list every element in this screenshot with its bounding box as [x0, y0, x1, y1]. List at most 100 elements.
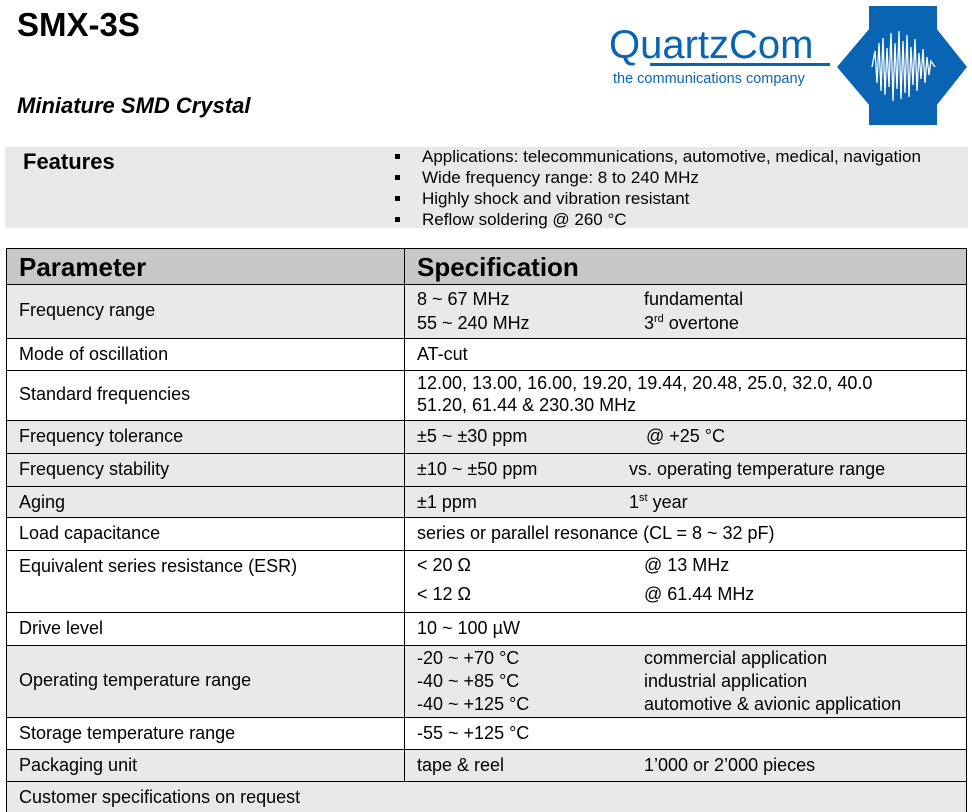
svg-text:the communications company: the communications company — [613, 71, 806, 87]
table-row: Standard frequencies 12.00, 13.00, 16.00,… — [6, 370, 967, 421]
spec-condition: vs. operating temperature range — [629, 459, 886, 479]
spec-line: series or parallel resonance (CL = 8 ~ 3… — [417, 522, 966, 545]
spec-condition: @ 13 MHz — [644, 555, 730, 575]
spec-value: ±1 ppm — [417, 492, 477, 512]
table-row: Aging ±1 ppm 1st year — [6, 486, 967, 518]
specification-cell: 10 ~ 100 µW — [404, 612, 967, 646]
feature-text: Wide frequency range: 8 to 240 MHz — [422, 168, 699, 187]
table-footer-row: Customer specifications on request — [6, 781, 967, 812]
table-row: Frequency tolerance ±5 ~ ±30 ppm @ +25 °C — [6, 420, 967, 454]
specification-cell: -55 ~ +125 °C — [404, 717, 967, 750]
specification-cell: AT-cut — [404, 338, 967, 371]
spec-value: -20 ~ +70 °C — [417, 648, 520, 668]
spec-value: 12.00, 13.00, 16.00, 19.20, 19.44, 20.48… — [417, 373, 873, 393]
parameter-cell: Mode of oscillation — [6, 338, 405, 371]
parameter-cell: Frequency range — [6, 284, 405, 339]
features-list: Applications: telecommunications, automo… — [395, 147, 921, 231]
spec-line: AT-cut — [417, 343, 966, 366]
spec-line: ±10 ~ ±50 ppm vs. operating temperature r… — [417, 458, 966, 481]
table-row: Drive level 10 ~ 100 µW — [6, 612, 967, 646]
table-header-row: Parameter Specification — [6, 248, 967, 285]
spec-value: -40 ~ +125 °C — [417, 694, 530, 714]
header-specification: Specification — [404, 248, 967, 285]
spec-condition: industrial application — [644, 671, 808, 691]
spec-line: 10 ~ 100 µW — [417, 617, 966, 640]
parameter-cell: Packaging unit — [6, 749, 405, 782]
specification-table: Parameter Specification Frequency range 8… — [6, 248, 967, 812]
spec-condition: @ +25 °C — [646, 426, 726, 446]
table-row: Frequency range 8 ~ 67 MHz fundamental 55 ~… — [6, 284, 967, 339]
spec-line: -55 ~ +125 °C — [417, 722, 966, 745]
svg-text:QuartzCom: QuartzCom — [609, 23, 814, 67]
specification-cell: tape & reel 1’000 or 2’000 pieces — [404, 749, 967, 782]
product-title: SMX-3S — [17, 6, 140, 43]
spec-value: AT-cut — [417, 344, 468, 364]
table-row: Equivalent series resistance (ESR) < 20 Ω… — [6, 550, 967, 613]
feature-item: Applications: telecommunications, automo… — [395, 147, 921, 168]
spec-value: < 20 Ω — [417, 555, 471, 575]
parameter-cell: Equivalent series resistance (ESR) — [6, 550, 405, 613]
feature-item: Highly shock and vibration resistant — [395, 189, 921, 210]
spec-line: -20 ~ +70 °C commercial application — [417, 647, 966, 670]
spec-line: -40 ~ +125 °C automotive & avionic applic… — [417, 693, 966, 716]
specification-cell: ±10 ~ ±50 ppm vs. operating temperature r… — [404, 453, 967, 487]
parameter-cell: Frequency stability — [6, 453, 405, 487]
bullet-icon — [395, 154, 400, 159]
product-subtitle: Miniature SMD Crystal — [17, 93, 251, 118]
features-title: Features — [23, 149, 115, 174]
bullet-icon — [395, 175, 400, 180]
table-row: Operating temperature range -20 ~ +70 °C c… — [6, 645, 967, 718]
spec-condition: 3rd overtone — [644, 313, 739, 333]
spec-value: -40 ~ +85 °C — [417, 671, 520, 691]
specification-cell: ±1 ppm 1st year — [404, 486, 967, 518]
spec-line: < 20 Ω @ 13 MHz — [417, 554, 966, 583]
specification-cell: 12.00, 13.00, 16.00, 19.20, 19.44, 20.48… — [404, 370, 967, 421]
bullet-icon — [395, 196, 400, 201]
spec-line: 55 ~ 240 MHz 3rd overtone — [417, 312, 966, 336]
parameter-cell: Operating temperature range — [6, 645, 405, 718]
spec-condition: commercial application — [644, 648, 828, 668]
table-row: Storage temperature range -55 ~ +125 °C — [6, 717, 967, 750]
spec-value: ±5 ~ ±30 ppm — [417, 426, 528, 446]
spec-value: -55 ~ +125 °C — [417, 723, 530, 743]
spec-value: 55 ~ 240 MHz — [417, 313, 530, 333]
table-row: Packaging unit tape & reel 1’000 or 2’000 … — [6, 749, 967, 782]
spec-value: 51.20, 61.44 & 230.30 MHz — [417, 395, 637, 415]
spec-value: ±10 ~ ±50 ppm — [417, 459, 538, 479]
spec-value: 10 ~ 100 µW — [417, 618, 520, 638]
spec-line: tape & reel 1’000 or 2’000 pieces — [417, 754, 966, 777]
spec-condition: fundamental — [644, 289, 744, 309]
header-parameter: Parameter — [6, 248, 405, 285]
table-row: Load capacitance series or parallel reson… — [6, 517, 967, 551]
table-row: Mode of oscillation AT-cut — [6, 338, 967, 371]
feature-text: Reflow soldering @ 260 °C — [422, 210, 627, 229]
feature-item: Wide frequency range: 8 to 240 MHz — [395, 168, 921, 189]
spec-value: series or parallel resonance (CL = 8 ~ 3… — [417, 523, 775, 543]
parameter-cell: Frequency tolerance — [6, 420, 405, 454]
spec-line: ±5 ~ ±30 ppm @ +25 °C — [417, 425, 966, 448]
table-row: Frequency stability ±10 ~ ±50 ppm vs. oper… — [6, 453, 967, 487]
specification-cell: series or parallel resonance (CL = 8 ~ 3… — [404, 517, 967, 551]
spec-line: 51.20, 61.44 & 230.30 MHz — [417, 394, 966, 416]
spec-condition: 1’000 or 2’000 pieces — [644, 755, 816, 775]
feature-item: Reflow soldering @ 260 °C — [395, 210, 921, 231]
custom-spec-note: Customer specifications on request — [6, 781, 967, 812]
spec-line: < 12 Ω @ 61.44 MHz — [417, 583, 966, 612]
specification-cell: -20 ~ +70 °C commercial application -40 ~ … — [404, 645, 967, 718]
parameter-cell: Storage temperature range — [6, 717, 405, 750]
feature-text: Applications: telecommunications, automo… — [422, 147, 921, 166]
specification-cell: ±5 ~ ±30 ppm @ +25 °C — [404, 420, 967, 454]
parameter-cell: Standard frequencies — [6, 370, 405, 421]
specification-cell: 8 ~ 67 MHz fundamental 55 ~ 240 MHz 3rd ove… — [404, 284, 967, 339]
spec-condition: automotive & avionic application — [644, 694, 902, 714]
spec-line: ±1 ppm 1st year — [417, 491, 966, 514]
bullet-icon — [395, 217, 400, 222]
spec-line: -40 ~ +85 °C industrial application — [417, 670, 966, 693]
spec-value: 8 ~ 67 MHz — [417, 289, 510, 309]
spec-value: tape & reel — [417, 755, 505, 775]
feature-text: Highly shock and vibration resistant — [422, 189, 690, 208]
spec-value: < 12 Ω — [417, 584, 471, 604]
features-section: Features Applications: telecommunication… — [5, 147, 968, 231]
spec-line: 8 ~ 67 MHz fundamental — [417, 288, 966, 312]
